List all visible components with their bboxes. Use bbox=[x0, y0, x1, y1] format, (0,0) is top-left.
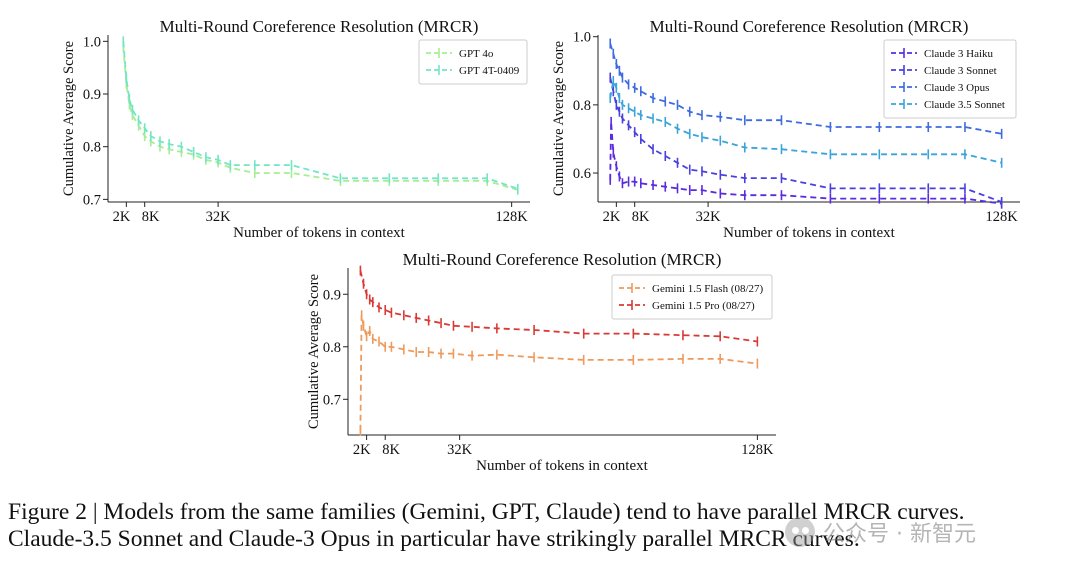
x-tick-label: 8K bbox=[382, 442, 400, 458]
caption-line-1: Figure 2 | Models from the same families… bbox=[8, 499, 965, 525]
x-axis-label: Number of tokens in context bbox=[476, 458, 648, 474]
x-tick-label: 32K bbox=[447, 442, 473, 458]
y-axis-label: Cumulative Average Score bbox=[551, 41, 567, 196]
legend-box bbox=[418, 39, 528, 85]
legend: Claude 3 Haiku Claude 3 Sonnet Claude 3 Op… bbox=[883, 39, 1017, 119]
series-claude-3-opus bbox=[609, 38, 1003, 139]
figure-caption: Figure 2 | Models from the same families… bbox=[8, 499, 1078, 553]
series-claude-3-sonnet bbox=[609, 72, 1003, 207]
caption-line-2: Claude-3.5 Sonnet and Claude-3 Opus in p… bbox=[8, 526, 860, 552]
chart-title: Multi-Round Coreference Resolution (MRCR… bbox=[160, 17, 479, 36]
watermark-text: 公众号 · 新智元 bbox=[823, 522, 976, 547]
chart-2: 0.6 0.8 1.0 2K 8K 32K 128K Multi-Round Corefere… bbox=[551, 17, 1020, 241]
y-tick-label: 1.0 bbox=[83, 34, 101, 50]
legend-label: GPT 4o bbox=[459, 48, 494, 60]
y-axis-label: Cumulative Average Score bbox=[306, 274, 322, 429]
x-tick-label: 32K bbox=[206, 209, 232, 225]
charts-figure: 0.7 0.8 0.9 1.0 2K 8K 32K 128K Multi-Round Coref… bbox=[61, 17, 1020, 474]
series-line bbox=[609, 43, 1002, 135]
y-tick-label: 0.6 bbox=[573, 166, 591, 182]
series-claude-3-5-sonnet bbox=[609, 76, 1003, 168]
legend-label: Claude 3 Opus bbox=[924, 82, 989, 94]
x-tick-label: 128K bbox=[496, 209, 529, 225]
x-tick-label: 2K bbox=[353, 442, 371, 458]
x-tick-label: 8K bbox=[632, 209, 650, 225]
chart-title: Multi-Round Coreference Resolution (MRCR… bbox=[403, 250, 722, 269]
y-tick-label: 0.9 bbox=[83, 87, 101, 103]
y-tick-label: 0.7 bbox=[323, 392, 341, 408]
x-tick-label: 2K bbox=[113, 209, 131, 225]
x-tick-label: 32K bbox=[696, 209, 722, 225]
legend: Gemini 1.5 Flash (08/27) Gemini 1.5 Pro (… bbox=[611, 274, 773, 320]
y-tick-label: 0.9 bbox=[323, 287, 341, 303]
y-axis-label: Cumulative Average Score bbox=[61, 41, 77, 196]
x-axis-label: Number of tokens in context bbox=[723, 225, 895, 241]
watermark: 公众号 · 新智元 bbox=[785, 516, 976, 548]
series-line bbox=[359, 315, 758, 431]
x-tick-label: 128K bbox=[741, 442, 774, 458]
series-line bbox=[122, 46, 519, 191]
y-tick-label: 1.0 bbox=[573, 30, 591, 46]
x-axis-label: Number of tokens in context bbox=[233, 225, 405, 241]
y-tick-label: 0.7 bbox=[83, 192, 101, 208]
series-claude-3-haiku bbox=[609, 116, 1003, 209]
legend-label: Claude 3 Sonnet bbox=[924, 65, 997, 77]
legend-label: Gemini 1.5 Pro (08/27) bbox=[652, 300, 755, 312]
chart-3: 0.7 0.8 0.9 2K 8K 32K 128K Multi-Round Corefere… bbox=[306, 250, 776, 474]
legend-label: Claude 3 Haiku bbox=[924, 48, 994, 60]
y-tick-label: 0.8 bbox=[573, 98, 591, 114]
legend-label: GPT 4T-0409 bbox=[459, 65, 520, 77]
y-tick-label: 0.8 bbox=[323, 340, 341, 356]
x-tick-label: 128K bbox=[986, 209, 1019, 225]
legend-label: Gemini 1.5 Flash (08/27) bbox=[652, 283, 764, 295]
legend-label: Claude 3.5 Sonnet bbox=[924, 99, 1005, 111]
series-gemini-1-5-pro-08-27- bbox=[359, 265, 759, 347]
legend-box bbox=[611, 274, 773, 320]
legend: GPT 4o GPT 4T-0409 bbox=[418, 39, 528, 85]
chart-1: 0.7 0.8 0.9 1.0 2K 8K 32K 128K Multi-Round Coref… bbox=[61, 17, 530, 241]
series-line bbox=[609, 121, 1002, 205]
chart-title: Multi-Round Coreference Resolution (MRCR… bbox=[650, 17, 969, 36]
y-tick-label: 0.8 bbox=[83, 140, 101, 156]
wechat-icon bbox=[785, 517, 815, 547]
x-tick-label: 8K bbox=[142, 209, 160, 225]
series-gemini-1-5-flash-08-27- bbox=[359, 310, 759, 436]
series-gpt-4t-0409 bbox=[122, 36, 519, 194]
series-line bbox=[122, 41, 519, 190]
legend-box bbox=[883, 39, 1017, 119]
x-tick-label: 2K bbox=[603, 209, 621, 225]
